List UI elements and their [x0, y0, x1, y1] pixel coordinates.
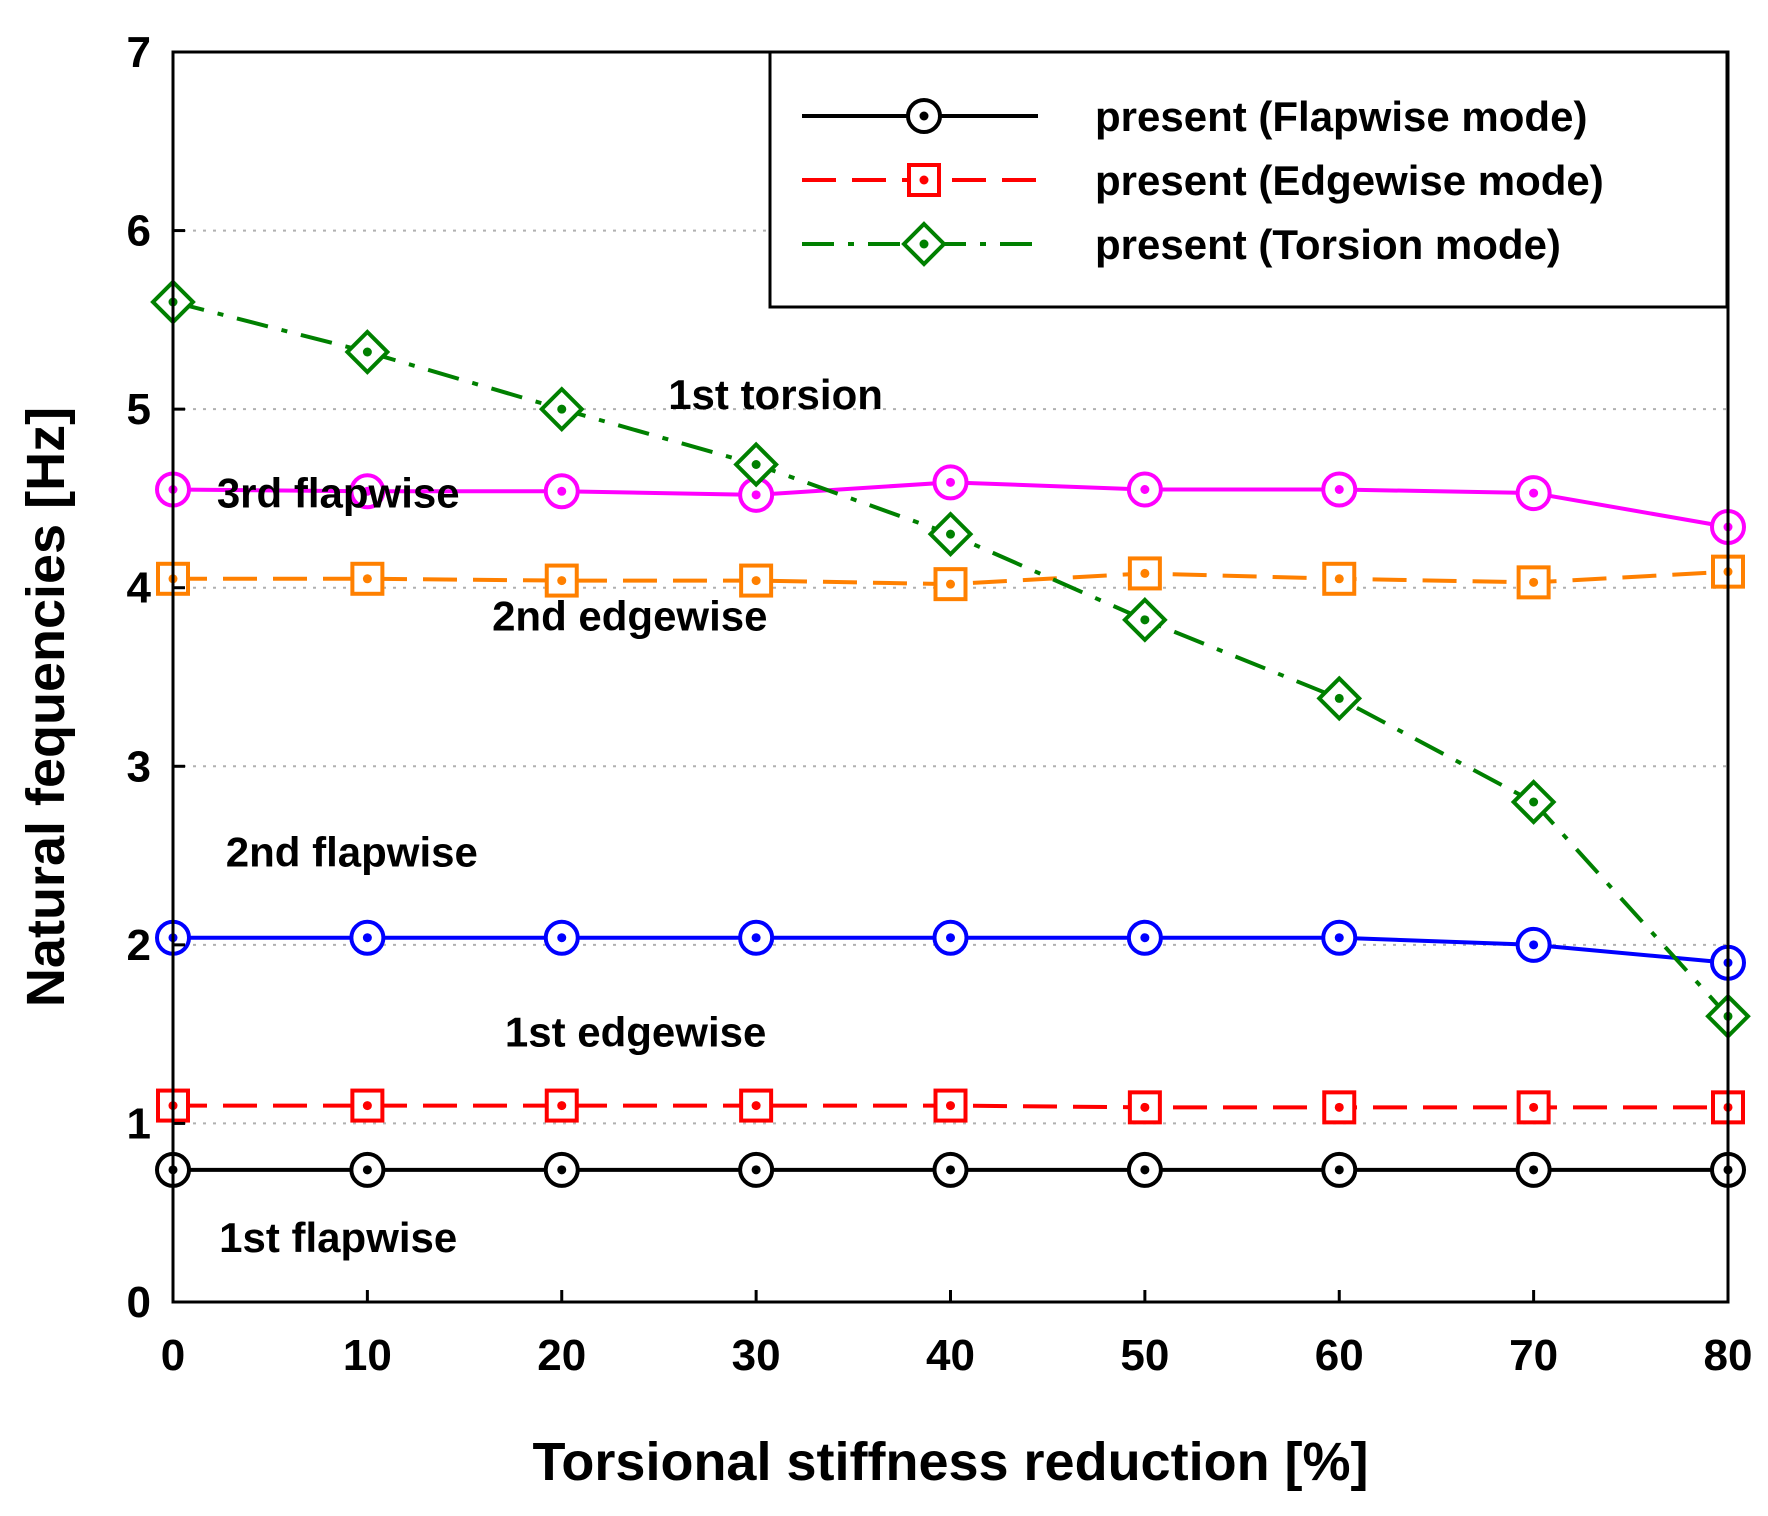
legend: present (Flapwise mode) present (Edgewise… — [768, 50, 1729, 309]
x-tick-label-1: 10 — [343, 1331, 392, 1380]
legend-entry-2: present (Torsion mode) — [802, 221, 1561, 268]
y-tick-label-2: 2 — [127, 921, 151, 970]
data-point-4-6 — [1321, 471, 1358, 508]
y-axis-label: Natural fequencies [Hz] — [16, 407, 76, 1007]
data-point-4-1 — [349, 473, 386, 510]
axis-ticks: 0 10 20 30 40 50 60 70 80 0 1 2 3 4 5 6 7 — [127, 28, 1753, 1380]
y-tick-label-0: 0 — [127, 1278, 151, 1327]
x-tick-label-8: 80 — [1704, 1331, 1753, 1380]
series-3rd-flapwise — [155, 464, 1746, 545]
data-point-1-1 — [350, 1088, 385, 1123]
data-point-2-3 — [738, 919, 775, 956]
y-tick-label-6: 6 — [127, 207, 151, 256]
data-point-5-5 — [1122, 597, 1168, 643]
x-tick-label-0: 0 — [161, 1331, 185, 1380]
series-1st-flapwise — [155, 1151, 1746, 1188]
data-point-5-4 — [927, 511, 974, 557]
legend-marker-0 — [906, 98, 942, 134]
grid-lines — [173, 229, 1728, 1125]
data-point-0-3 — [738, 1151, 775, 1188]
data-point-3-1 — [350, 561, 385, 596]
series-layer — [150, 279, 1751, 1188]
legend-label-2: present (Torsion mode) — [1095, 221, 1561, 268]
data-point-2-5 — [1126, 919, 1163, 956]
data-point-5-2 — [538, 386, 585, 432]
y-tick-label-4: 4 — [127, 564, 152, 613]
annotation-1: 3rd flapwise — [217, 469, 460, 516]
data-point-0-5 — [1126, 1151, 1163, 1188]
data-point-3-3 — [739, 563, 774, 598]
y-tick-label-7: 7 — [127, 28, 151, 77]
data-point-1-5 — [1127, 1090, 1162, 1125]
legend-marker-2 — [901, 221, 947, 267]
x-tick-label-2: 20 — [537, 1331, 586, 1380]
data-point-1-6 — [1322, 1090, 1357, 1125]
annotation-2: 2nd edgewise — [492, 593, 767, 640]
data-point-5-6 — [1316, 675, 1363, 722]
data-point-0-7 — [1515, 1151, 1552, 1188]
x-tick-label-5: 50 — [1120, 1331, 1169, 1380]
x-tick-label-3: 30 — [732, 1331, 781, 1380]
data-point-4-3 — [738, 476, 775, 513]
y-tick-label-3: 3 — [127, 742, 151, 791]
data-point-1-3 — [739, 1088, 774, 1123]
annotation-5: 1st flapwise — [219, 1214, 457, 1261]
data-point-3-6 — [1322, 561, 1357, 596]
series-2nd-flapwise — [155, 919, 1746, 981]
data-point-3-4 — [933, 567, 968, 602]
y-tick-label-1: 1 — [127, 1099, 151, 1148]
data-point-0-6 — [1321, 1151, 1358, 1188]
data-point-4-7 — [1515, 475, 1552, 512]
legend-label-0: present (Flapwise mode) — [1095, 93, 1587, 140]
data-point-3-5 — [1127, 556, 1162, 591]
data-point-0-1 — [349, 1151, 386, 1188]
data-point-5-7 — [1510, 779, 1557, 825]
series-1st-edgewise — [156, 1088, 1745, 1125]
annotation-layer: 1st torsion 3rd flapwise 2nd edgewise 2nd f… — [217, 371, 883, 1261]
data-point-3-2 — [544, 563, 579, 598]
annotation-0: 1st torsion — [668, 371, 883, 418]
data-point-4-5 — [1126, 471, 1163, 508]
series-2nd-edgewise — [156, 554, 1745, 602]
annotation-3: 2nd flapwise — [226, 828, 478, 875]
x-tick-label-4: 40 — [926, 1331, 975, 1380]
data-point-1-2 — [544, 1088, 579, 1123]
data-point-4-2 — [543, 473, 580, 510]
x-tick-label-7: 70 — [1509, 1331, 1558, 1380]
data-point-0-4 — [932, 1151, 969, 1188]
data-point-5-3 — [733, 441, 779, 488]
annotation-4: 1st edgewise — [505, 1009, 766, 1056]
data-point-1-7 — [1516, 1090, 1551, 1125]
legend-marker-1 — [907, 163, 941, 197]
data-point-2-6 — [1321, 919, 1358, 956]
data-point-0-2 — [543, 1151, 580, 1188]
data-point-1-4 — [933, 1088, 968, 1123]
legend-entry-0: present (Flapwise mode) — [802, 93, 1587, 140]
data-point-2-4 — [932, 919, 969, 956]
data-point-4-4 — [932, 464, 969, 501]
data-point-5-1 — [344, 329, 391, 375]
data-point-3-7 — [1516, 565, 1551, 600]
data-point-2-1 — [349, 919, 386, 956]
data-point-2-2 — [543, 919, 580, 956]
x-axis-label: Torsional stiffness reduction [%] — [532, 1432, 1368, 1492]
y-tick-label-5: 5 — [127, 385, 151, 434]
x-tick-label-6: 60 — [1315, 1331, 1364, 1380]
legend-entry-1: present (Edgewise mode) — [802, 157, 1604, 204]
data-point-2-7 — [1515, 926, 1552, 963]
legend-label-1: present (Edgewise mode) — [1095, 157, 1604, 204]
